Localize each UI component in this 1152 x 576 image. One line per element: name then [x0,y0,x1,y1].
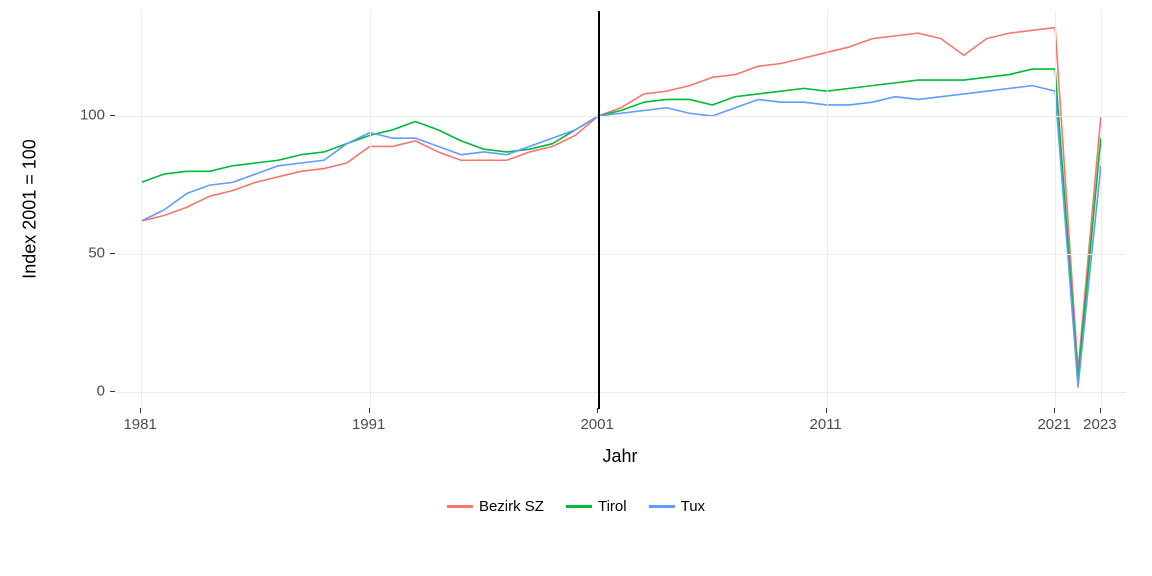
series-line-tux [141,86,1101,387]
legend-item-tirol: Tirol [566,498,627,515]
legend-label: Bezirk SZ [479,498,544,515]
legend-swatch [447,505,473,508]
gridline-v [1055,11,1056,409]
legend-item-bezirk-sz: Bezirk SZ [447,498,544,515]
legend-label: Tux [681,498,705,515]
x-tick-label: 2001 [580,416,613,433]
y-tick-label: 100 [75,107,105,124]
tick-x [369,408,370,413]
tick-x [1054,408,1055,413]
chart-container: Index 2001 = 100 Jahr Bezirk SZTirolTux … [0,0,1152,576]
legend-swatch [566,505,592,508]
x-tick-label: 2011 [810,416,842,433]
gridline-v [141,11,142,409]
y-tick-label: 50 [75,245,105,262]
tick-y [110,253,115,254]
reference-line [598,11,600,409]
x-tick-label: 1981 [123,416,156,433]
gridline-v [370,11,371,409]
tick-y [110,115,115,116]
tick-x [1100,408,1101,413]
series-line-bezirk-sz [141,28,1101,371]
lines-svg [116,11,1126,409]
legend: Bezirk SZ Tirol Tux [447,498,705,515]
gridline-v [1101,11,1102,409]
y-tick-label: 0 [75,383,105,400]
gridline-h [116,116,1126,117]
gridline-h [116,392,1126,393]
gridline-h [116,254,1126,255]
y-axis-title: Index 2001 = 100 [20,139,41,279]
tick-x [826,408,827,413]
x-axis-title: Jahr [602,446,637,467]
tick-y [110,391,115,392]
tick-x [597,408,598,413]
x-tick-label: 2021 [1037,416,1070,433]
x-tick-label: 2023 [1083,416,1116,433]
plot-area [115,10,1127,410]
tick-x [140,408,141,413]
legend-item-tux: Tux [649,498,705,515]
legend-label: Tirol [598,498,627,515]
x-tick-label: 1991 [352,416,385,433]
legend-swatch [649,505,675,508]
gridline-v [827,11,828,409]
